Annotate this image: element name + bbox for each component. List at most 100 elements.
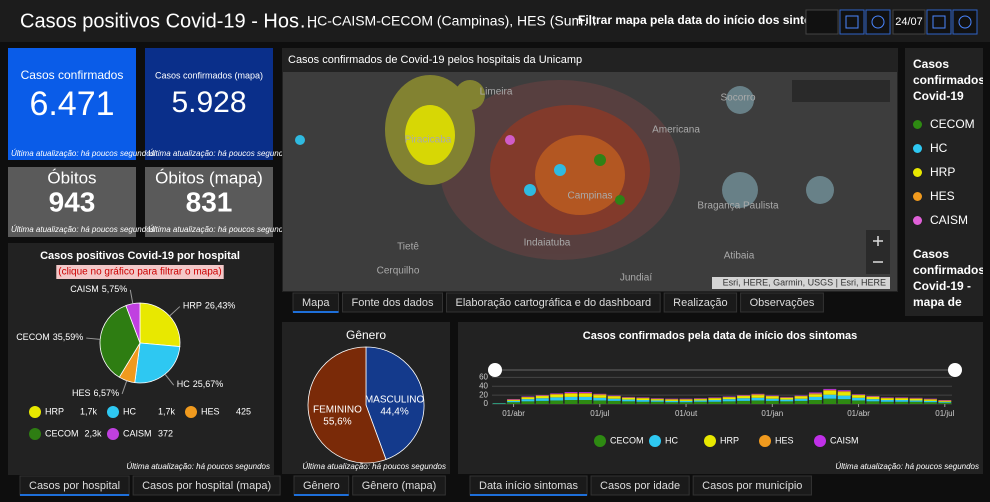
tab-label: Mapa <box>302 297 330 309</box>
bar-segment <box>938 402 952 404</box>
bar-segment <box>852 395 866 398</box>
legend-count: 2,3k <box>85 428 103 438</box>
pie-slice[interactable] <box>99 305 141 378</box>
tab[interactable]: Gênero (mapa) <box>352 475 446 496</box>
calendar-button[interactable] <box>926 9 952 35</box>
legend-label: HES <box>930 189 955 203</box>
bar-segment <box>535 398 549 401</box>
tab[interactable]: Gênero <box>293 475 350 496</box>
bar-segment <box>693 399 707 401</box>
legend-swatch <box>29 406 41 418</box>
pie-slice[interactable] <box>139 302 181 348</box>
map-legend: Casos confirmados Covid-19 CECOM HC HRP HES… <box>905 48 983 316</box>
legend-swatch <box>913 119 922 129</box>
tab[interactable]: Casos por hospital <box>19 475 130 496</box>
map-place-label: Tietê <box>397 242 419 253</box>
bar-segment <box>535 396 549 399</box>
bar-segment <box>708 398 722 401</box>
bar-segment <box>866 399 880 402</box>
bar-segment <box>593 400 607 404</box>
bar-segment <box>507 400 521 403</box>
tab-label: Casos por hospital <box>29 480 120 492</box>
tab[interactable]: Casos por hospital (mapa) <box>132 475 281 496</box>
bar-segment <box>722 401 736 404</box>
bar-segment <box>765 396 779 399</box>
indicator-card <box>145 167 273 237</box>
bar-segment <box>837 392 851 396</box>
legend-count: 1,7k <box>158 406 176 416</box>
footnote: Última atualização: há poucos segundos <box>835 462 979 471</box>
calendar-button[interactable] <box>839 9 865 35</box>
date-end: 24/07 <box>895 16 923 28</box>
tab[interactable]: Casos por idade <box>590 475 690 496</box>
clock-button[interactable] <box>952 9 978 35</box>
bar-segment <box>521 397 535 400</box>
range-handle[interactable] <box>948 363 962 377</box>
bar-segment <box>780 399 794 402</box>
bar-segment <box>679 399 693 401</box>
subtitle-bg <box>56 265 224 279</box>
clock-button[interactable] <box>865 9 891 35</box>
legend-title: Casos confirmados Covid-19 - mapa de <box>913 247 983 309</box>
case-dot <box>295 135 305 145</box>
tab[interactable]: Fonte dos dados <box>342 292 443 313</box>
map-toolbar[interactable] <box>792 80 890 102</box>
bar-segment <box>751 395 765 398</box>
bar-segment <box>751 400 765 404</box>
tab[interactable]: Observações <box>740 292 824 313</box>
bar-segment <box>823 394 837 399</box>
bar-segment <box>564 396 578 401</box>
bar-segment <box>895 401 909 404</box>
tab[interactable]: Casos por município <box>692 475 812 496</box>
case-dot <box>524 184 536 196</box>
x-tick-label: 01/jul <box>590 409 609 418</box>
legend-swatch <box>107 406 119 418</box>
indicator-value: 831 <box>186 186 233 217</box>
bar-segment <box>708 401 722 404</box>
indicator-card <box>145 48 273 160</box>
tab[interactable]: Mapa <box>292 292 340 313</box>
leader-line <box>86 337 101 340</box>
bar-segment <box>808 392 822 394</box>
pie-slice[interactable] <box>125 302 141 344</box>
tab-label: Casos por idade <box>600 480 680 492</box>
footnote: Última atualização: há poucos segundos <box>126 462 270 471</box>
tab[interactable]: Realização <box>663 292 738 313</box>
x-tick-label: 01/abr <box>502 409 525 418</box>
tab[interactable]: Elaboração cartográfica e do dashboard <box>445 292 661 313</box>
pie-slice[interactable] <box>307 346 387 464</box>
legend-swatch <box>913 215 922 225</box>
leader-line <box>169 306 181 317</box>
bar-segment <box>866 401 880 404</box>
tab-bg <box>692 475 812 496</box>
y-tick-label: 0 <box>484 399 489 408</box>
date-start-input[interactable] <box>805 9 839 35</box>
bar-segment <box>578 392 592 394</box>
chart-title: Gênero <box>346 328 386 342</box>
slice-category: CAISM <box>70 284 99 294</box>
legend-swatch <box>704 435 716 447</box>
filter-label: Filtrar mapa pela data do início dos sin… <box>578 13 836 27</box>
tab-label: Gênero (mapa) <box>362 480 437 492</box>
slice-label: HC 25,67% <box>177 380 224 390</box>
tab[interactable]: Data início sintomas <box>469 475 588 496</box>
slice-value-label: 26,43% <box>205 301 236 311</box>
bar-segment <box>507 400 521 401</box>
bar-segment <box>593 397 607 401</box>
bar-segment <box>923 400 937 403</box>
legend-title: Casos confirmados Covid-19 <box>913 57 983 103</box>
bar-segment <box>550 400 564 404</box>
pie-slice[interactable] <box>134 342 181 384</box>
pie-slice[interactable] <box>365 346 425 460</box>
map-title: Casos confirmados de Covid-19 pelos hosp… <box>288 54 582 66</box>
tab-label: Data início sintomas <box>479 480 579 492</box>
bar-segment <box>852 400 866 404</box>
bar-segment <box>622 399 636 402</box>
bar-segment <box>909 400 923 402</box>
map-place-label: Limeira <box>480 87 513 98</box>
date-end-input[interactable] <box>892 9 926 35</box>
heat-zone <box>535 135 625 215</box>
bar-segment <box>751 397 765 401</box>
indicator-label: Casos confirmados <box>21 68 124 82</box>
range-handle[interactable] <box>488 363 502 377</box>
